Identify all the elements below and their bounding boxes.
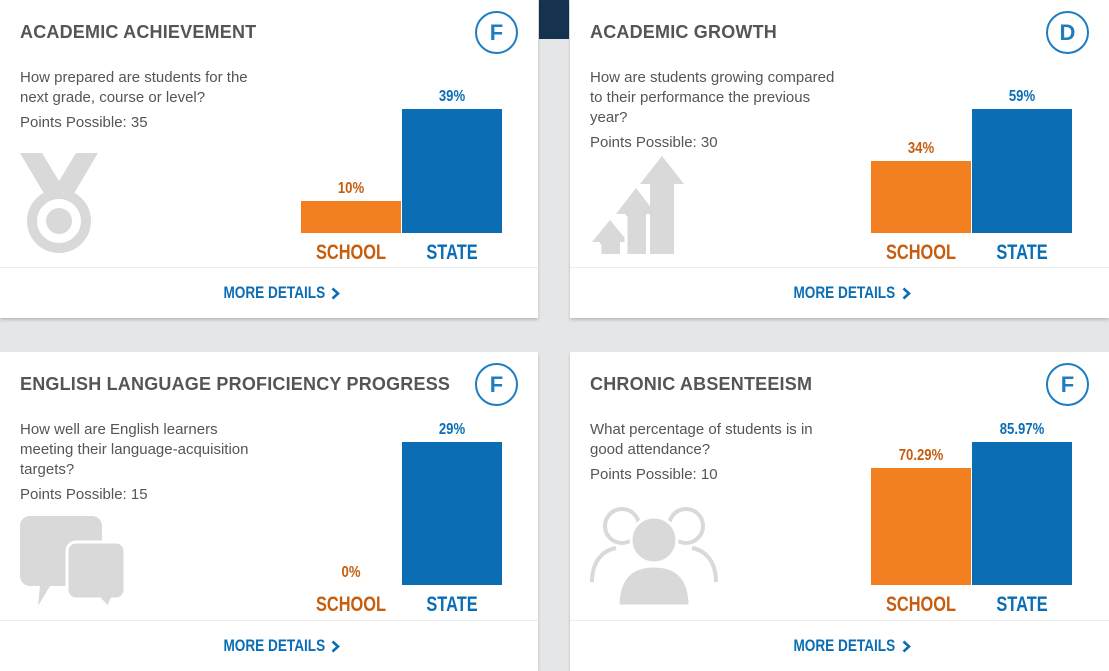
card-footer: MORE DETAILS (0, 620, 538, 671)
school-bar (871, 468, 971, 585)
school-bar (301, 201, 401, 233)
card-question: How prepared are students for the next g… (20, 68, 275, 133)
question-text: How prepared are students for the next g… (20, 69, 248, 106)
speech-bubbles-icon (20, 516, 126, 608)
card-title: CHRONIC ABSENTEEISM (590, 374, 813, 394)
people-icon (590, 507, 718, 606)
chevron-right-icon (902, 640, 911, 652)
grade-badge: F (475, 363, 518, 406)
card-footer: MORE DETAILS (0, 267, 538, 318)
bar-chart: 70.29% 85.97% (871, 352, 1072, 585)
grade-badge: F (1046, 363, 1089, 406)
state-value-label: 59% (1008, 88, 1036, 105)
state-axis-label: STATE (426, 593, 478, 616)
bar-chart: 10% 39% (301, 0, 502, 233)
more-details-label: MORE DETAILS (223, 283, 326, 302)
academic-achievement-card: ACADEMIC ACHIEVEMENT F How prepared are … (0, 0, 538, 318)
state-value-label: 29% (438, 421, 466, 438)
bar-chart: 0% 29% (301, 352, 502, 585)
school-value-label: 10% (337, 180, 365, 197)
school-axis-label: SCHOOL (315, 241, 387, 264)
state-bar (972, 109, 1072, 233)
more-details-label: MORE DETAILS (223, 636, 326, 655)
grade-badge: D (1046, 11, 1089, 54)
school-value-label: 34% (907, 140, 935, 157)
question-text: How well are English learners meeting th… (20, 421, 249, 478)
school-axis-label: SCHOOL (885, 241, 957, 264)
state-bar (972, 442, 1072, 585)
medal-icon (20, 153, 98, 253)
points-possible: Points Possible: 10 (590, 466, 718, 483)
state-bar (402, 109, 502, 233)
state-axis-label: STATE (426, 241, 478, 264)
academic-growth-card: ACADEMIC GROWTH D How are students growi… (570, 0, 1109, 318)
grade-badge: F (475, 11, 518, 54)
card-footer: MORE DETAILS (570, 267, 1109, 318)
school-axis-label: SCHOOL (315, 593, 387, 616)
chevron-right-icon (902, 287, 911, 299)
points-possible: Points Possible: 30 (590, 134, 718, 151)
question-text: How are students growing compared to the… (590, 69, 835, 126)
card-title: ACADEMIC GROWTH (590, 22, 777, 42)
school-value-label: 0% (341, 564, 361, 581)
more-details-link[interactable]: MORE DETAILS (768, 283, 911, 303)
state-axis-label: STATE (996, 241, 1048, 264)
more-details-link[interactable]: MORE DETAILS (198, 636, 341, 656)
state-bar (402, 442, 502, 585)
more-details-label: MORE DETAILS (793, 283, 896, 302)
more-details-label: MORE DETAILS (793, 636, 896, 655)
question-text: What percentage of students is in good a… (590, 421, 813, 458)
state-axis-label: STATE (996, 593, 1048, 616)
chevron-right-icon (331, 640, 341, 652)
card-question: How are students growing compared to the… (590, 68, 845, 153)
points-possible: Points Possible: 15 (20, 486, 148, 503)
card-question: How well are English learners meeting th… (20, 420, 275, 505)
state-value-label: 39% (438, 88, 466, 105)
state-value-label: 85.97% (999, 421, 1045, 438)
more-details-link[interactable]: MORE DETAILS (198, 283, 341, 303)
card-title: ACADEMIC ACHIEVEMENT (20, 22, 257, 42)
growth-arrows-icon (592, 156, 684, 254)
more-details-link[interactable]: MORE DETAILS (768, 636, 911, 656)
english-language-proficiency-card: ENGLISH LANGUAGE PROFICIENCY PROGRESS F … (0, 352, 538, 671)
chronic-absenteeism-card: CHRONIC ABSENTEEISM F What percentage of… (570, 352, 1109, 671)
school-axis-label: SCHOOL (885, 593, 957, 616)
top-nav-tab-edge (539, 0, 569, 39)
card-footer: MORE DETAILS (570, 620, 1109, 671)
school-value-label: 70.29% (898, 447, 944, 464)
chevron-right-icon (331, 287, 341, 299)
card-title: ENGLISH LANGUAGE PROFICIENCY PROGRESS (20, 374, 451, 394)
points-possible: Points Possible: 35 (20, 114, 148, 131)
school-bar (871, 161, 971, 233)
card-question: What percentage of students is in good a… (590, 420, 845, 485)
bar-chart: 34% 59% (871, 0, 1072, 233)
